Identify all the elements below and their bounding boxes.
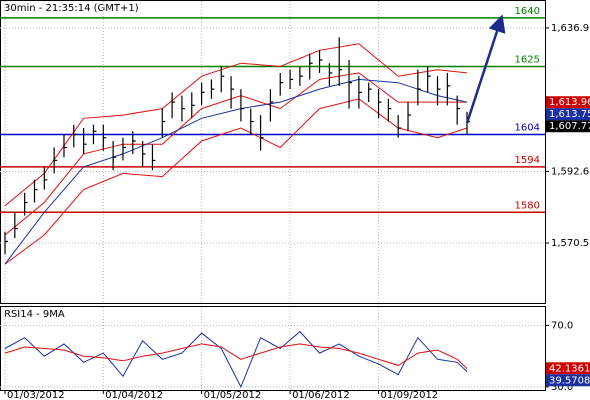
x-tick-label: 01/04/2012 xyxy=(105,390,163,400)
y-tick-label: 1,636.9 xyxy=(551,23,589,34)
series-line xyxy=(4,43,468,207)
forecast-arrow xyxy=(465,14,506,124)
rsi-title: RSI14 - 9MA xyxy=(4,309,65,320)
rsi-panel xyxy=(0,306,546,391)
price-tag xyxy=(546,362,590,375)
x-tick-label: 01/05/2012 xyxy=(204,390,262,400)
price-tag-label: 39.5708 xyxy=(549,375,590,386)
x-tick-label: 01/03/2012 xyxy=(7,390,65,400)
y-tick-label: 70.0 xyxy=(551,320,573,331)
series-line xyxy=(4,330,468,389)
price-tag-label: 1,613.75 xyxy=(549,109,590,120)
price-tag-label: 42.1361 xyxy=(549,363,590,374)
level-label: 1594 xyxy=(515,155,540,166)
price-tag-label: 1,613.96 xyxy=(549,97,590,108)
x-tick-label: 01/09/2012 xyxy=(381,390,439,400)
price-panel xyxy=(0,0,546,304)
x-tick-label: 01/06/2012 xyxy=(292,390,350,400)
price-tag xyxy=(546,374,590,387)
price-tag xyxy=(546,96,590,109)
level-label: 1625 xyxy=(515,54,540,65)
level-label: 1580 xyxy=(515,200,540,211)
series-line xyxy=(4,343,468,369)
price-tag xyxy=(546,108,590,121)
chart-title: 30min - 21:35:14 (GMT+1) xyxy=(4,3,139,14)
level-label: 1640 xyxy=(515,6,540,17)
y-tick-label: 1,592.6 xyxy=(551,166,589,177)
y-tick-label: 1,570.5 xyxy=(551,238,589,249)
y-tick-label: 30.0 xyxy=(551,382,573,393)
price-tag xyxy=(546,120,590,133)
price-tag-label: 1,607.77 xyxy=(549,121,590,132)
level-label: 1604 xyxy=(515,123,540,134)
